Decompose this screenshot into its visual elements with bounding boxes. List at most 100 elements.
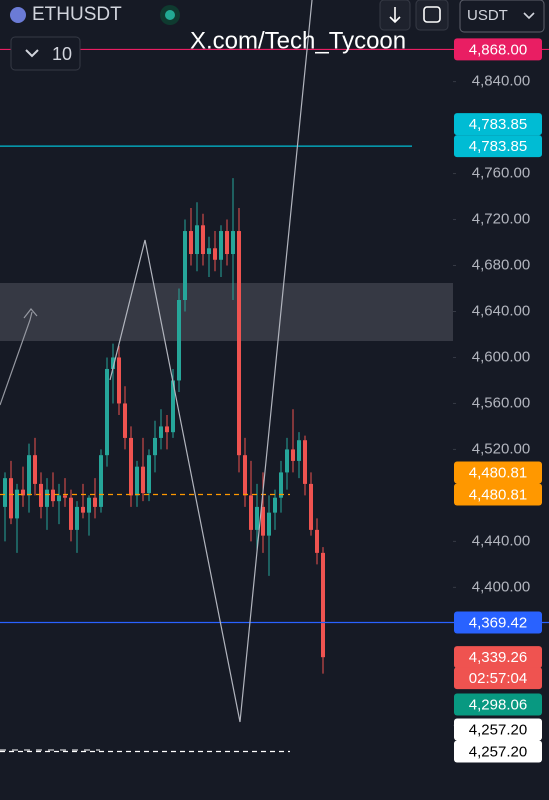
- arrow-head: [23, 308, 38, 319]
- y-tick-label: 4,520.00: [472, 440, 530, 457]
- candle-body: [297, 440, 301, 461]
- arrow-drawing: [0, 311, 33, 406]
- candle-body: [129, 437, 133, 496]
- candle-body: [231, 231, 235, 255]
- candle-body: [225, 231, 229, 255]
- plot-area: [0, 48, 549, 753]
- candle-body: [3, 478, 7, 507]
- y-tick-label: 4,560.00: [472, 394, 530, 411]
- candle-body: [111, 357, 115, 369]
- candle-body: [279, 472, 283, 498]
- candle-body: [63, 495, 67, 498]
- candle-body: [285, 449, 289, 473]
- price-label-box: [454, 38, 542, 61]
- candle-body: [105, 368, 109, 456]
- fullscreen-button[interactable]: [415, 0, 449, 31]
- zigzag-drawing: [109, 0, 313, 723]
- y-tick-label: 4,680.00: [472, 256, 530, 273]
- price-label: 4,783.85: [469, 116, 527, 133]
- candle-body: [87, 497, 91, 513]
- price-label: 4,480.81: [469, 486, 527, 503]
- candle-body: [159, 426, 163, 438]
- price-label: 4,480.81: [469, 464, 527, 481]
- status-dot: [165, 10, 175, 20]
- price-label: 4,783.85: [469, 138, 527, 155]
- candle-body: [51, 489, 55, 502]
- y-tick-label: 4,440.00: [472, 532, 530, 549]
- candle-body: [99, 455, 103, 507]
- price-label: 4,298.06: [469, 696, 527, 713]
- candle-body: [153, 437, 157, 456]
- candle-body: [213, 248, 217, 260]
- currency-dropdown[interactable]: [459, 0, 545, 33]
- candle-body: [321, 552, 325, 658]
- interval-button[interactable]: [10, 36, 81, 71]
- candle-body: [15, 489, 19, 519]
- candle-body: [195, 225, 199, 255]
- price-label-box: [454, 113, 542, 136]
- price-label: 4,868.00: [469, 41, 527, 58]
- countdown: 02:57:04: [469, 670, 527, 687]
- interval: 10: [52, 44, 72, 64]
- price-label: 4,339.26: [469, 649, 527, 666]
- watermark: X.com/Tech_Tycoon: [190, 27, 406, 54]
- price-label-box: [454, 611, 542, 634]
- y-tick-label: 4,400.00: [472, 578, 530, 595]
- countdown-box: [454, 667, 542, 690]
- price-label-box: [454, 646, 542, 669]
- candle-body: [165, 426, 169, 433]
- price-label: 4,257.20: [469, 743, 527, 760]
- price-label-box: [454, 483, 542, 506]
- candle-body: [141, 466, 145, 494]
- candle-body: [273, 497, 277, 513]
- candle-body: [315, 529, 319, 553]
- candle-body: [81, 506, 85, 513]
- currency: USDT: [467, 7, 508, 24]
- chevron: [25, 49, 39, 58]
- y-tick-label: 4,760.00: [472, 165, 530, 182]
- y-tick-label: 4,720.00: [472, 211, 530, 228]
- candle-body: [171, 380, 175, 433]
- candle-body: [69, 497, 73, 530]
- dropdown-chevron: [523, 12, 535, 20]
- candle-body: [207, 248, 211, 255]
- candle-body: [237, 231, 241, 456]
- down-arrow-head: [389, 16, 401, 24]
- y-tick-label: 4,840.00: [472, 73, 530, 90]
- candle-body: [177, 300, 181, 381]
- candle-body: [189, 231, 193, 255]
- candle-body: [249, 495, 253, 530]
- candle-body: [309, 483, 313, 530]
- candle-body: [267, 512, 271, 536]
- y-tick-label: 4,640.00: [472, 302, 530, 319]
- candle-body: [303, 440, 307, 484]
- zone-rectangle: [0, 283, 453, 341]
- y-tick-label: 4,600.00: [472, 348, 530, 365]
- candle-body: [93, 497, 97, 507]
- price-label-box: [454, 740, 542, 763]
- candle-body: [291, 449, 295, 461]
- candle-body: [57, 495, 61, 502]
- eth-icon: [10, 7, 26, 23]
- candle-body: [261, 506, 265, 536]
- candle-body: [183, 231, 187, 300]
- price-label: 4,369.42: [469, 614, 527, 631]
- candle-body: [135, 466, 139, 496]
- candle-body: [75, 506, 79, 530]
- candle-body: [201, 225, 205, 255]
- fullscreen-icon: [423, 6, 441, 23]
- symbol[interactable]: ETHUSDT: [32, 4, 122, 25]
- candle-body: [39, 483, 43, 507]
- price-label-box: [454, 461, 542, 484]
- candle-body: [243, 455, 247, 496]
- candle-body: [117, 357, 121, 404]
- candle-body: [45, 489, 49, 507]
- price-label-box: [454, 135, 542, 158]
- price-label-box: [454, 693, 542, 716]
- candle-body: [219, 231, 223, 260]
- candle-body: [147, 455, 151, 494]
- candle-body: [123, 403, 127, 438]
- candle-body: [21, 489, 25, 496]
- price-axis: 4,840.00 4,760.00 4,720.00 4,680.00 4,640.00…: [453, 38, 542, 763]
